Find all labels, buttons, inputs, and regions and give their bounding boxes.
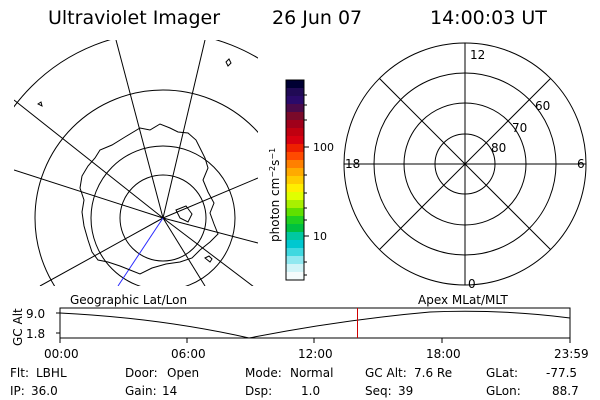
footer-ip-label: IP:	[10, 384, 25, 398]
island-mark	[204, 255, 213, 263]
colorbar-tick-10: 10	[313, 230, 327, 243]
colorbar-ticks	[304, 94, 309, 276]
meridian-line	[14, 169, 164, 219]
timeline-xtick: 00:00	[44, 347, 79, 361]
timeline-ytick-low: 1.8	[26, 327, 45, 341]
timeline-right-label: Apex MLat/MLT	[418, 293, 508, 307]
footer-seq-value: 39	[398, 384, 413, 398]
colorbar-segment	[286, 256, 304, 265]
colorbar-segment	[286, 240, 304, 249]
colorbar-segment	[286, 88, 304, 97]
footer-dsp-value: 1.0	[301, 384, 320, 398]
meridian-line	[162, 217, 206, 286]
mlt-label-12: 12	[470, 48, 485, 62]
meridian-line	[162, 217, 254, 286]
timeline-ytick-high: 9.0	[26, 307, 45, 321]
timeline-xtick: 12:00	[298, 347, 333, 361]
island-mark	[225, 58, 232, 67]
meridian-line	[115, 40, 164, 219]
colorbar-segment	[286, 232, 304, 241]
time-label: 14:00:03 UT	[430, 7, 547, 29]
colorbar-segment	[286, 184, 304, 193]
colorbar-segment	[286, 96, 304, 105]
footer-glon-value: 88.7	[552, 384, 579, 398]
lat-circle	[34, 89, 258, 286]
polar-plot	[343, 42, 587, 286]
meridian-line	[162, 177, 258, 219]
footer-flt-value: LBHL	[36, 366, 67, 380]
mlt-label-18: 18	[345, 157, 360, 171]
terminator-line	[117, 217, 164, 286]
footer-ip-value: 36.0	[31, 384, 58, 398]
colorbar-frame	[285, 79, 305, 281]
polar-labels: 12 18 6 0 60 70 80	[345, 48, 585, 291]
footer-mode-label: Mode:	[245, 366, 282, 380]
colorbar-segment	[286, 272, 304, 281]
timeline-xtick: 06:00	[171, 347, 206, 361]
island-mark	[37, 101, 43, 107]
meridian-line	[162, 40, 206, 219]
footer-mode-value: Normal	[290, 366, 333, 380]
geographic-map	[14, 40, 258, 286]
footer-glat-value: -77.5	[546, 366, 577, 380]
date-label: 26 Jun 07	[272, 7, 363, 29]
footer-gain-label: Gain:	[125, 384, 157, 398]
footer-gain-value: 14	[162, 384, 177, 398]
lat-circle	[119, 174, 207, 262]
colorbar-segment	[286, 104, 304, 113]
colorbar-segment	[286, 128, 304, 137]
footer-glat-label: GLat:	[486, 366, 518, 380]
meridian-line	[162, 217, 258, 244]
coastline-detail	[175, 205, 193, 223]
mlat-label-80: 80	[491, 141, 506, 155]
colorbar-segment	[286, 120, 304, 129]
mlat-label-70: 70	[512, 121, 527, 135]
timeline-xtick: 23:59	[554, 347, 589, 361]
mlt-label-0: 0	[468, 277, 476, 291]
timeline-xtick: 18:00	[426, 347, 461, 361]
colorbar	[286, 80, 304, 281]
polar-diagonal	[379, 78, 551, 250]
colorbar-segment	[286, 216, 304, 225]
timeline-ticks	[56, 312, 571, 343]
colorbar-segment	[286, 144, 304, 153]
colorbar-segment	[286, 136, 304, 145]
footer-gcalt-value: 7.6 Re	[414, 366, 452, 380]
footer-glon-label: GLon:	[486, 384, 521, 398]
colorbar-label: photon cm−2s−1	[268, 148, 283, 242]
footer-door-value: Open	[167, 366, 199, 380]
colorbar-segment	[286, 200, 304, 209]
colorbar-segment	[286, 248, 304, 257]
colorbar-segment	[286, 80, 304, 89]
coastline	[79, 123, 219, 275]
colorbar-segment	[286, 224, 304, 233]
colorbar-segment	[286, 264, 304, 273]
footer-info: Flt: LBHL Door: Open Mode: Normal GC Alt…	[10, 366, 579, 398]
lat-circle	[90, 145, 236, 286]
footer-gcalt-label: GC Alt:	[365, 366, 407, 380]
timeline-xticks: 00:00 06:00 12:00 18:00 23:59	[44, 347, 589, 361]
colorbar-segment	[286, 192, 304, 201]
footer-seq-label: Seq:	[365, 384, 392, 398]
meridian-line	[14, 99, 164, 219]
mlt-label-6: 6	[577, 157, 585, 171]
mlat-label-60: 60	[535, 99, 550, 113]
colorbar-segment	[286, 152, 304, 161]
footer-flt-label: Flt:	[10, 366, 29, 380]
timeline-frame	[59, 307, 571, 339]
colorbar-tick-100: 100	[313, 141, 334, 154]
colorbar-segment	[286, 208, 304, 217]
colorbar-segment	[286, 160, 304, 169]
meridian-line	[39, 217, 164, 286]
colorbar-segment	[286, 176, 304, 185]
footer-dsp-label: Dsp:	[245, 384, 272, 398]
timeline-left-label: Geographic Lat/Lon	[70, 293, 187, 307]
altitude-curve	[59, 310, 571, 339]
colorbar-segment	[286, 168, 304, 177]
colorbar-segment	[286, 112, 304, 121]
instrument-title: Ultraviolet Imager	[48, 7, 221, 29]
timeline-axis-title: GC Alt	[11, 308, 25, 346]
footer-door-label: Door:	[125, 366, 158, 380]
